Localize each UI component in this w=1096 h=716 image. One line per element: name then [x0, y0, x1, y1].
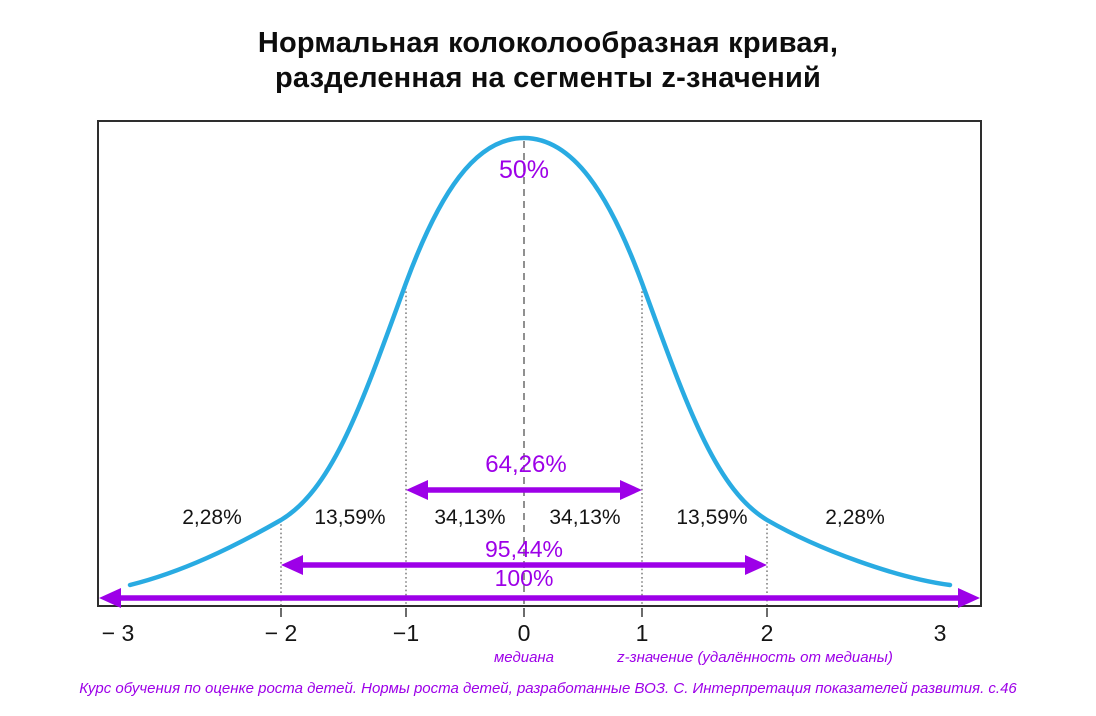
- span-arrow-95-left-head: [281, 555, 303, 575]
- span-100-label: 100%: [494, 565, 554, 591]
- title-line-1: Нормальная колоколообразная кривая,: [257, 27, 839, 59]
- x-tick-plus1: 1: [635, 620, 649, 646]
- span-arrow-100: [99, 588, 980, 608]
- title-line-2: разделенная на сегменты z-значений: [274, 62, 822, 95]
- span-arrow-95: [281, 555, 767, 575]
- span-arrow-95-right-head: [745, 555, 767, 575]
- segment-label-plus1-2: 13,59%: [676, 506, 748, 529]
- source-citation: Курс обучения по оценке роста детей. Нор…: [79, 680, 1017, 697]
- x-tick-plus3: 3: [933, 620, 947, 646]
- segment-label-left-tail: 2,28%: [182, 506, 242, 529]
- segment-label-minus1-0: 34,13%: [434, 506, 506, 529]
- segment-label-0-plus1: 34,13%: [549, 506, 621, 529]
- segment-label-minus2-1: 13,59%: [314, 506, 386, 529]
- x-tick-zero: 0: [517, 620, 531, 646]
- x-tick-plus2: 2: [760, 620, 774, 646]
- span-arrow-64-right-head: [620, 480, 642, 500]
- median-annotation: медиана: [493, 649, 555, 666]
- axis-tick-marks: [280, 608, 768, 617]
- span-95-label: 95,44%: [484, 536, 564, 562]
- page-title: Нормальная колоколообразная кривая, разд…: [0, 26, 1096, 97]
- x-tick-minus1: −1: [392, 620, 420, 646]
- bell-curve-path: [127, 135, 953, 588]
- span-64-label: 64,26%: [485, 451, 567, 478]
- bell-curve-canvas: [99, 135, 980, 617]
- span-arrow-64-left-head: [406, 480, 428, 500]
- plot-area: [97, 120, 982, 617]
- span-arrow-64: [406, 480, 642, 500]
- span-arrow-100-right-head: [958, 588, 980, 608]
- x-tick-minus3: − 3: [101, 620, 135, 646]
- peak-percent-label: 50%: [498, 156, 550, 184]
- span-arrow-100-left-head: [99, 588, 121, 608]
- x-axis-title: z-значение (удалённость от медианы): [617, 649, 893, 666]
- x-tick-minus2: − 2: [264, 620, 298, 646]
- segment-label-right-tail: 2,28%: [825, 506, 885, 529]
